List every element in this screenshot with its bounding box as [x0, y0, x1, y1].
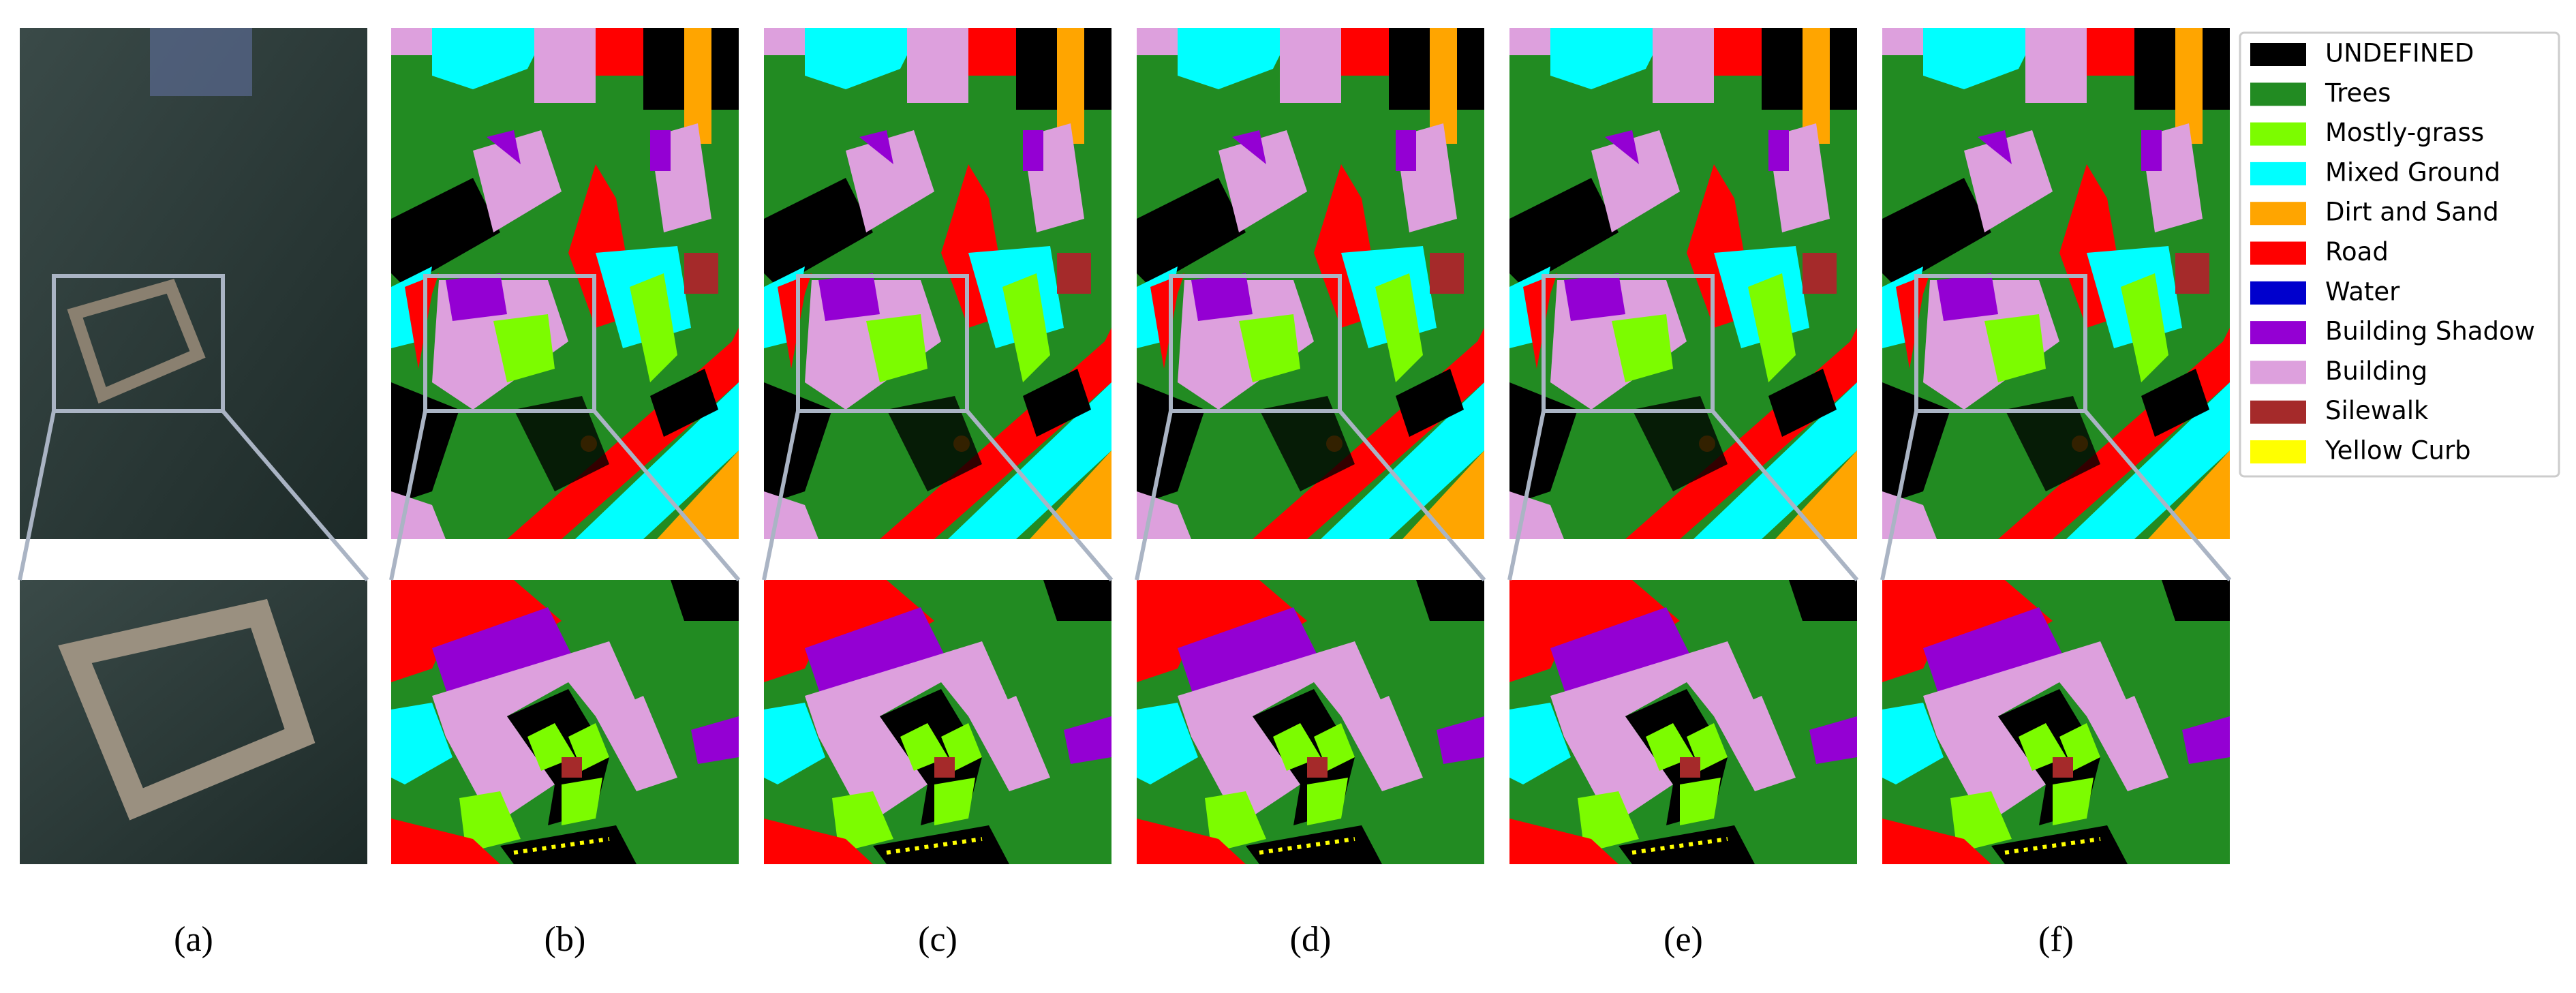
legend-swatch	[2250, 440, 2306, 463]
legend-label: Silewalk	[2325, 396, 2429, 425]
zoom-connector	[1135, 410, 1173, 581]
zoom-connector	[592, 410, 741, 581]
segmentation-zoom	[391, 580, 739, 864]
legend-label: Yellow Curb	[2325, 436, 2471, 465]
legend-label: Building	[2325, 356, 2427, 386]
legend-swatch	[2250, 43, 2306, 66]
panel-label: (d)	[1290, 920, 1332, 959]
zoom-box	[1542, 274, 1715, 413]
legend-label: UNDEFINED	[2325, 39, 2474, 68]
legend-swatch	[2250, 281, 2306, 305]
legend: UNDEFINED Trees Mostly-grass Mixed Ground Di…	[2239, 31, 2560, 478]
zoom-connector	[221, 410, 369, 581]
panel-label: (f)	[2038, 920, 2074, 959]
segmentation-zoom	[1882, 580, 2230, 864]
legend-swatch	[2250, 82, 2306, 106]
zoom-connector	[1507, 410, 1546, 581]
zoom-box	[796, 274, 969, 413]
zoom-connector	[762, 410, 800, 581]
legend-swatch	[2250, 122, 2306, 146]
legend-swatch	[2250, 162, 2306, 185]
panel-label: (b)	[545, 920, 586, 959]
legend-label: Water	[2325, 277, 2400, 306]
legend-swatch	[2250, 400, 2306, 424]
segmentation-map	[764, 28, 1111, 539]
panel-label: (e)	[1663, 920, 1703, 959]
segmentation-zoom	[1137, 580, 1484, 864]
legend-swatch	[2250, 321, 2306, 345]
legend-swatch	[2250, 361, 2306, 384]
legend-label: Trees	[2325, 78, 2391, 108]
legend-label: Mostly-grass	[2325, 118, 2484, 147]
zoom-connector	[18, 410, 56, 581]
segmentation-map	[1882, 28, 2230, 539]
panels: (a) (b) (c) (d) (e) (f)	[18, 28, 2232, 959]
zoom-connector	[1880, 410, 1918, 581]
zoom-connector	[389, 410, 427, 581]
aerial-feature	[150, 28, 252, 96]
zoom-connector	[965, 410, 1114, 581]
aerial-image	[20, 28, 367, 539]
segmentation-zoom	[764, 580, 1111, 864]
aerial-building	[67, 279, 206, 404]
legend-box	[2239, 31, 2560, 478]
zoom-box	[1169, 274, 1342, 413]
legend-label: Building Shadow	[2325, 317, 2535, 346]
segmentation-map	[1137, 28, 1484, 539]
segmentation-map	[1509, 28, 1857, 539]
legend-swatch	[2250, 202, 2306, 226]
zoom-connector	[1711, 410, 1859, 581]
zoom-box	[1914, 274, 2087, 413]
panel-label: (a)	[174, 920, 213, 959]
legend-label: Mixed Ground	[2325, 157, 2500, 187]
legend-swatch	[2250, 241, 2306, 265]
panel-label: (c)	[918, 920, 957, 959]
segmentation-map	[391, 28, 739, 539]
zoom-box	[423, 274, 596, 413]
segmentation-zoom	[1509, 580, 1857, 864]
aerial-zoom-building	[58, 598, 316, 821]
zoom-box	[52, 274, 225, 413]
legend-label: Dirt and Sand	[2325, 198, 2499, 227]
zoom-connector	[2083, 410, 2232, 581]
zoom-connector	[1338, 410, 1486, 581]
legend-label: Road	[2325, 237, 2389, 266]
